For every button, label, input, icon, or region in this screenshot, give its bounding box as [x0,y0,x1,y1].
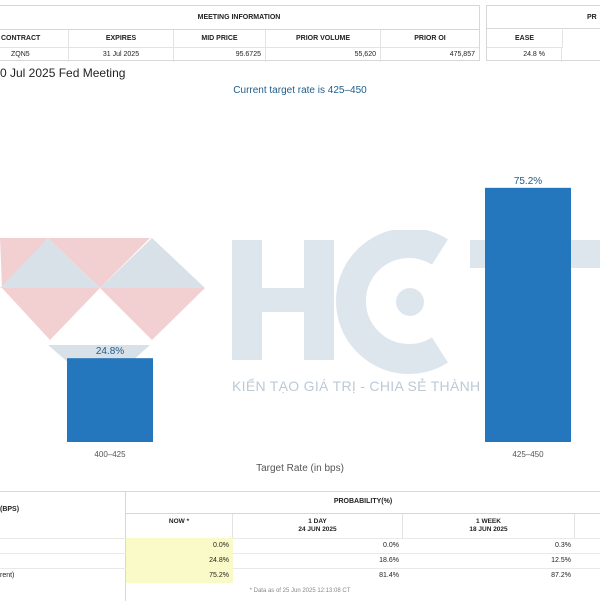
header-contract: CONTRACT [0,30,69,47]
probabilities-summary-title: PR [487,6,600,29]
cell-mid-price: 95.6725 [174,48,266,62]
x-tick-label: 425–450 [512,450,544,459]
row-divider [0,538,600,539]
table-row: 24.8% 18.6% 12.5% [0,553,600,569]
x-axis-label: Target Rate (in bps) [256,463,344,474]
meeting-information-header-row: CONTRACT EXPIRES MID PRICE PRIOR VOLUME … [0,30,479,48]
cell-now: 0.0% [126,538,233,553]
cell-1-day: 18.6% [379,557,399,564]
table-row: rent) 75.2% 81.4% 87.2% [0,568,600,584]
meeting-information-title: MEETING INFORMATION [0,6,479,30]
row-divider [0,568,600,569]
header-mid-price: MID PRICE [174,30,266,47]
target-rate-bps-header: (BPS) [0,506,20,513]
probability-table [0,491,600,604]
probabilities-summary-table: PR EASE 24.8 % [486,5,600,62]
table-divider [125,491,126,601]
header-expires: EXPIRES [69,30,174,47]
data-label-400–425: 24.8% [96,346,124,357]
bar-425–450 [485,187,571,442]
cell-expires: 31 Jul 2025 [69,48,174,62]
cell-ease: 24.8 % [487,48,562,62]
header-ease: EASE [487,30,563,48]
row-label: rent) [0,572,15,579]
probability-header: PROBABILITY(%) [126,491,600,514]
header-prior-volume: PRIOR VOLUME [266,30,381,47]
target-rate-probability-chart: 24.8% 400–425 75.2% 425–450 Target Rate (in … [67,176,571,474]
cell-prior-oi: 475,857 [449,51,475,58]
watermark-tagline: KIẾN TẠO GIÁ TRỊ - CHIA SẺ THÀNH CÔNG [232,378,528,394]
meeting-information-table: MEETING INFORMATION CONTRACT EXPIRES MID… [0,5,480,62]
cell-1-day: 81.4% [379,572,399,579]
column-now: NOW * [126,514,233,538]
column-cropped [575,514,600,538]
cell-1-week: 0.3% [555,542,571,549]
bar-400–425 [67,358,153,442]
row-divider [0,553,600,554]
column-1-day-label: 1 DAY [308,518,327,525]
data-timestamp-footnote: * Data as of 25 Jun 2025 12:13:08 CT [249,588,351,594]
column-1-day-date: 24 JUN 2025 [298,526,337,533]
cell-now: 75.2% [126,568,233,583]
column-1-week-date: 18 JUN 2025 [469,526,508,533]
column-1-week: 1 WEEK 18 JUN 2025 [403,514,575,538]
cell-1-week: 87.2% [551,572,571,579]
current-target-rate-note: Current target rate is 425–450 [233,85,367,96]
data-label-425–450: 75.2% [514,176,542,187]
header-prior-oi: PRIOR OI [414,35,446,42]
column-1-week-label: 1 WEEK [476,518,501,525]
table-row: 0.0% 0.0% 0.3% [0,538,600,554]
x-tick-label: 400–425 [94,450,126,459]
column-1-day: 1 DAY 24 JUN 2025 [233,514,403,538]
cell-now: 24.8% [126,553,233,568]
cell-1-week: 12.5% [551,557,571,564]
cell-1-day: 0.0% [383,542,399,549]
meeting-information-row: ZQN5 31 Jul 2025 95.6725 55,620 475,857 [0,48,479,62]
cell-contract: ZQN5 [0,48,69,62]
cell-prior-volume: 55,620 [266,48,381,62]
meeting-heading: 0 Jul 2025 Fed Meeting [0,66,126,80]
column-now-label: NOW * [168,518,190,525]
